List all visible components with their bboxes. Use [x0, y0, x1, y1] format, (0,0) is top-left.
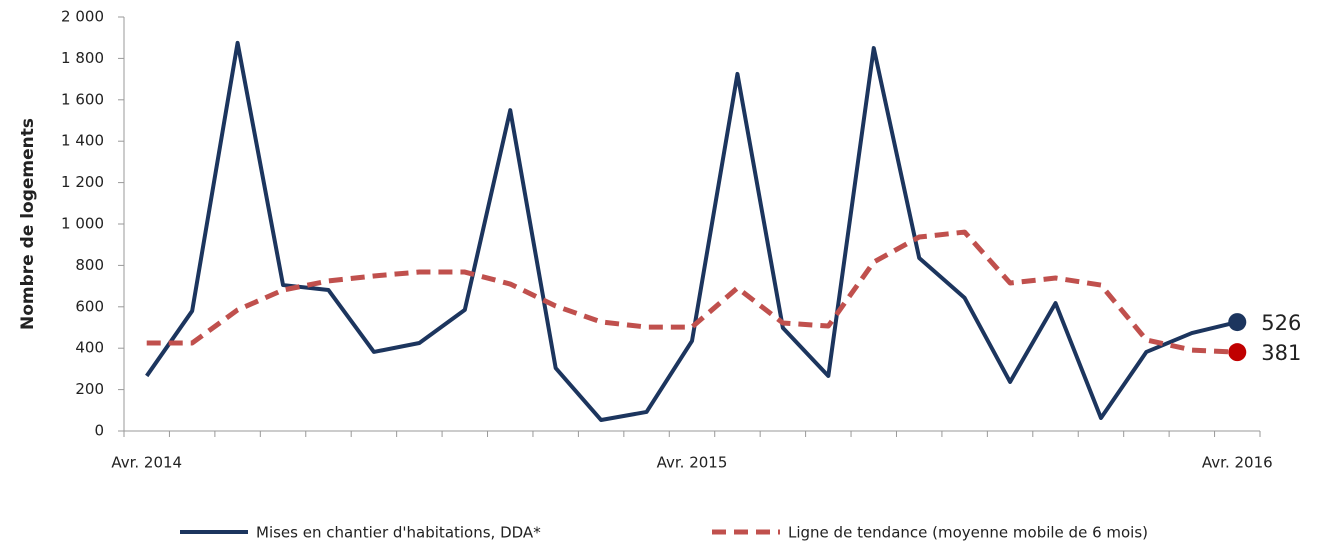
end-marker — [1228, 313, 1247, 332]
y-tick-label: 1 600 — [61, 90, 104, 108]
legend-label: Ligne de tendance (moyenne mobile de 6 m… — [788, 524, 1148, 542]
legend-label: Mises en chantier d'habitations, DDA* — [256, 524, 541, 542]
y-tick-label: 600 — [75, 297, 104, 315]
end-value-label: 381 — [1261, 341, 1301, 365]
y-tick-label: 1 200 — [61, 173, 104, 191]
series-line — [146, 229, 1238, 355]
series-line — [145, 40, 1238, 423]
end-value-label: 526 — [1261, 311, 1301, 335]
y-tick-label: 200 — [75, 380, 104, 398]
y-tick-label: 400 — [75, 339, 104, 357]
y-tick-label: 1 400 — [61, 132, 104, 150]
x-tick-label: Avr. 2014 — [111, 454, 182, 472]
end-marker — [1228, 343, 1247, 362]
y-tick-label: 0 — [94, 422, 104, 440]
y-tick-label: 800 — [75, 256, 104, 274]
y-tick-label: 2 000 — [61, 8, 104, 26]
x-tick-label: Avr. 2015 — [657, 454, 728, 472]
x-tick-label: Avr. 2016 — [1202, 454, 1273, 472]
y-tick-label: 1 800 — [61, 49, 104, 67]
y-tick-label: 1 000 — [61, 215, 104, 233]
y-axis-label: Nombre de logements — [18, 118, 38, 330]
